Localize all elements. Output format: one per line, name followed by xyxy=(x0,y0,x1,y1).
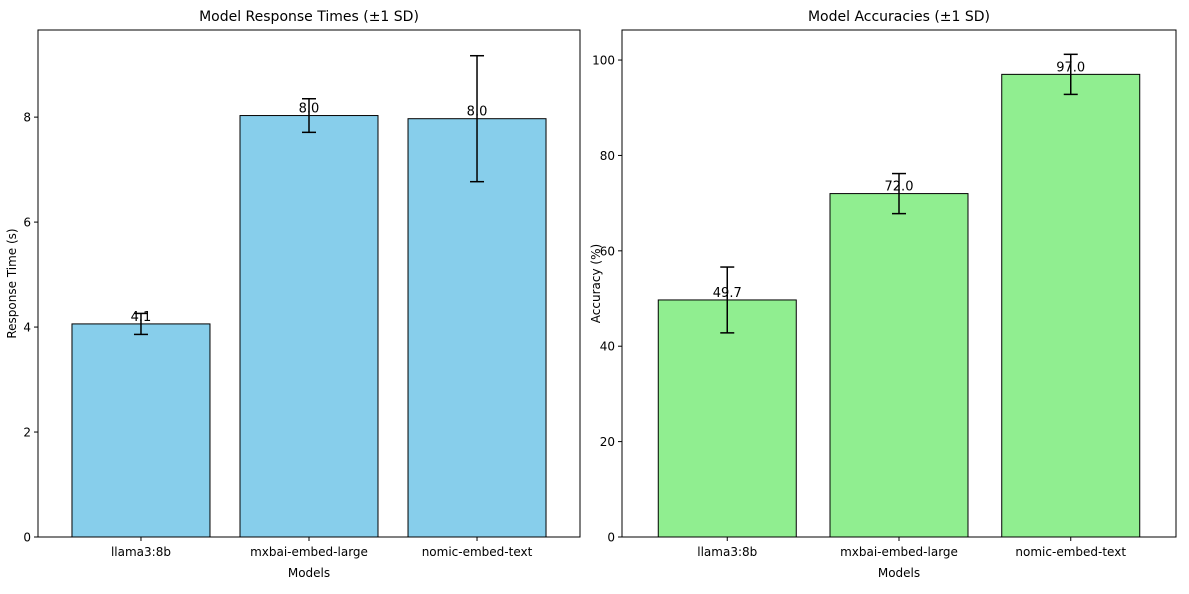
x-axis-label: Models xyxy=(878,566,920,580)
x-tick-label: mxbai-embed-large xyxy=(840,545,958,559)
y-tick-label: 20 xyxy=(600,435,615,449)
accuracy-chart: Model Accuracies (±1 SD) 49.7 72.0 97.0 0 20 4… xyxy=(589,9,1177,580)
y-tick-label: 60 xyxy=(600,244,615,258)
chart-title: Model Response Times (±1 SD) xyxy=(199,9,419,25)
response-times-chart: Model Response Times (±1 SD) 4.1 8.0 8.0 0 2 4… xyxy=(5,9,581,580)
y-axis-label: Response Time (s) xyxy=(5,228,19,338)
y-tick-label: 0 xyxy=(607,531,615,545)
y-tick-label: 100 xyxy=(592,54,615,68)
y-tick-label: 80 xyxy=(600,149,615,163)
chart-title: Model Accuracies (±1 SD) xyxy=(808,9,990,25)
data-label: 97.0 xyxy=(1056,60,1085,75)
bar xyxy=(71,323,211,538)
y-tick-label: 2 xyxy=(23,426,31,440)
data-label: 8.0 xyxy=(467,105,488,120)
y-tick-label: 0 xyxy=(23,531,31,545)
y-tick-label: 6 xyxy=(23,216,31,230)
bar xyxy=(829,193,969,538)
bar xyxy=(1001,73,1141,538)
x-tick-label: llama3:8b xyxy=(697,545,757,559)
y-axis-label: Accuracy (%) xyxy=(589,244,603,323)
x-tick-label: llama3:8b xyxy=(111,545,171,559)
y-tick-label: 4 xyxy=(23,321,31,335)
y-tick-label: 8 xyxy=(23,111,31,125)
x-tick-label: nomic-embed-text xyxy=(422,545,533,559)
x-tick-label: nomic-embed-text xyxy=(1015,545,1126,559)
bar xyxy=(407,118,547,538)
y-tick-label: 40 xyxy=(600,340,615,354)
data-label: 8.0 xyxy=(299,102,320,117)
x-tick-label: mxbai-embed-large xyxy=(250,545,368,559)
data-label: 4.1 xyxy=(131,310,152,325)
bar xyxy=(657,299,797,538)
x-axis-label: Models xyxy=(288,566,330,580)
data-label: 72.0 xyxy=(885,180,914,195)
data-label: 49.7 xyxy=(713,286,742,301)
bar xyxy=(239,115,379,538)
